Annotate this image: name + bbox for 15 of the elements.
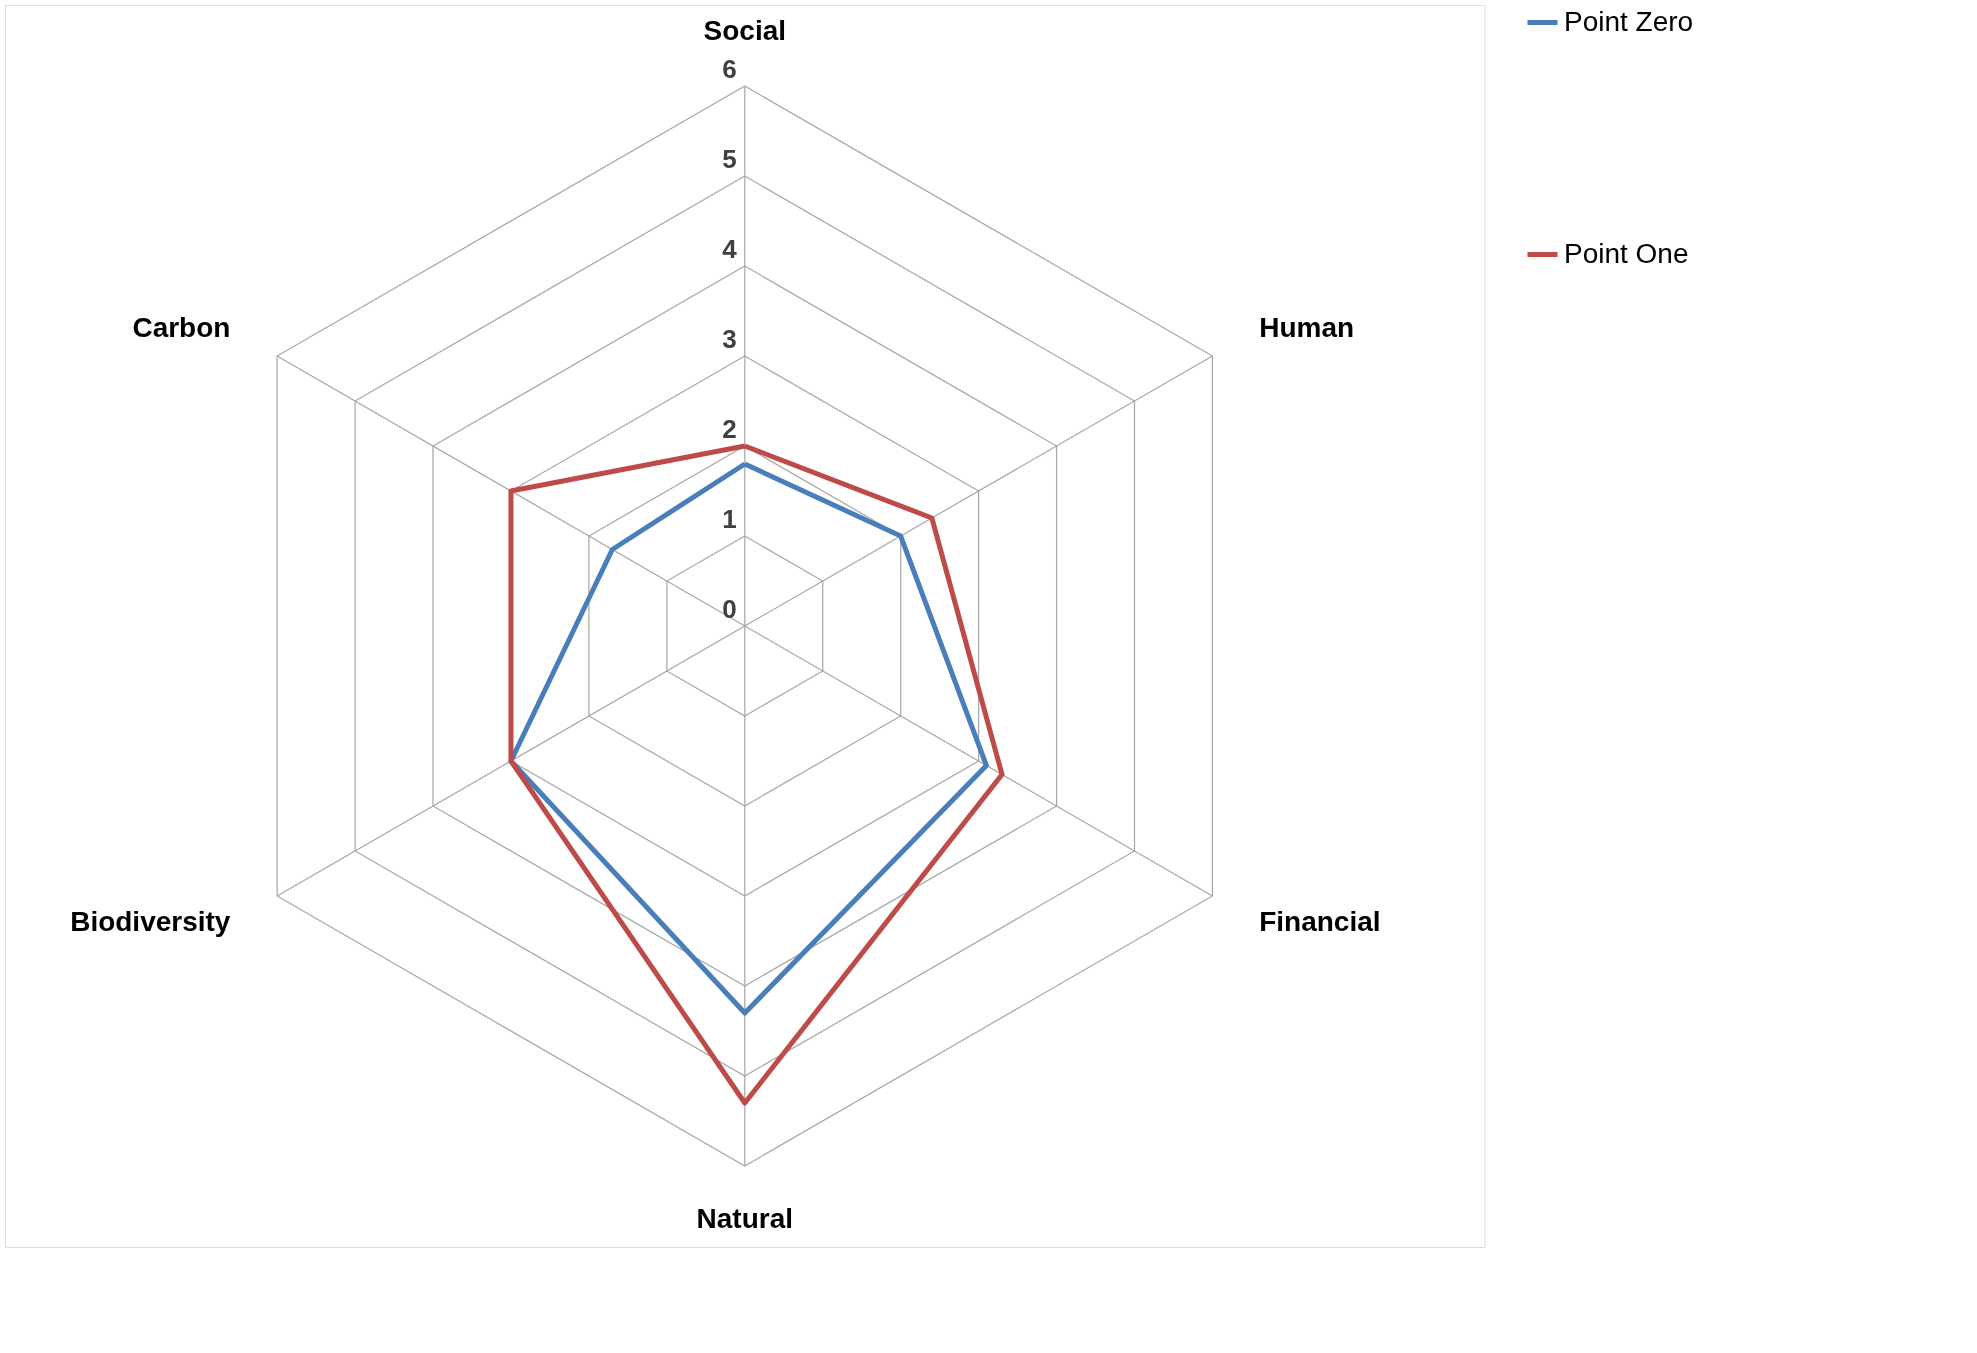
y-tick-label: 5	[722, 144, 737, 174]
y-tick-label: 4	[722, 234, 738, 264]
spoke-label: Biodiversity	[70, 906, 231, 937]
spoke-label: Social	[703, 15, 787, 46]
spoke-label: Carbon	[132, 312, 231, 343]
spoke-label: Financial	[1259, 906, 1381, 937]
spoke-label: Human	[1259, 312, 1355, 343]
legend-label: Point Zero	[1563, 5, 1694, 37]
spoke-label: Natural	[696, 1203, 794, 1234]
y-tick-label: 1	[722, 504, 737, 534]
y-tick-label: 6	[722, 54, 737, 84]
y-tick-label: 2	[722, 414, 737, 444]
legend-label: Point One	[1563, 237, 1689, 269]
y-tick-label: 0	[722, 594, 737, 624]
y-tick-label: 3	[722, 324, 737, 354]
